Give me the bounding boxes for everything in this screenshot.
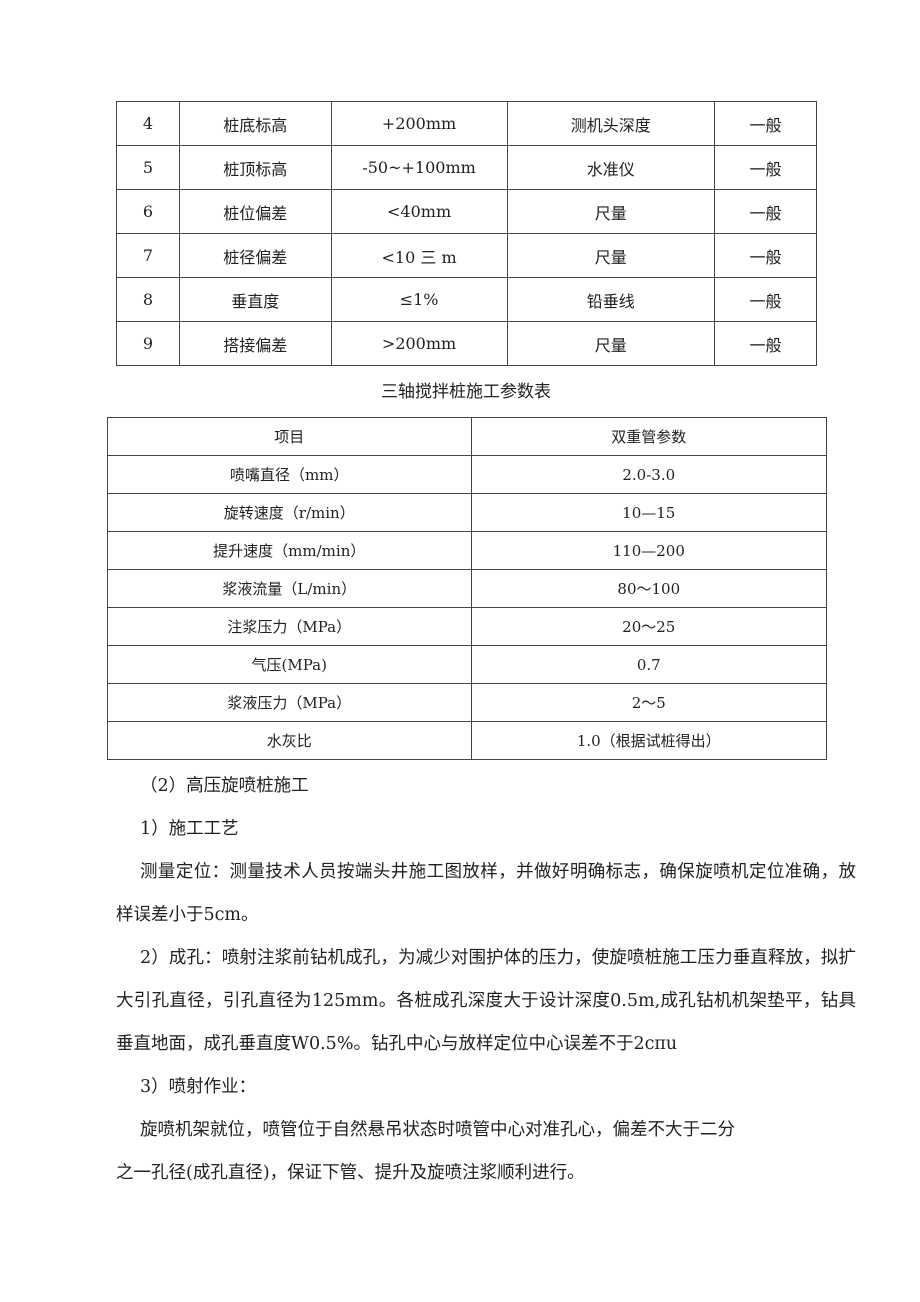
table-cell: 5 [116,145,180,190]
table-cell: 测机头深度 [506,101,716,146]
table-row: 浆液压力（MPa） 2～5 [107,683,828,722]
construction-parameter-table: 项目 双重管参数 喷嘴直径（mm） 2.0-3.0 旋转速度（r/min） 10—15… [107,417,828,760]
paragraph: 之一孔径(成孔直径)，保证下管、提升及旋喷注浆顺利进行。 [116,1163,585,1183]
body-text: （2）高压旋喷桩施工 1）施工工艺 测量定位：测量技术人员按端头井施工图放样，并… [116,765,856,1195]
table-row: 注浆压力（MPa） 20～25 [107,607,828,646]
table-cell: 一般 [714,145,817,190]
table-cell: 尺量 [506,321,716,366]
table-row: 喷嘴直径（mm） 2.0-3.0 [107,455,828,494]
table-cell: 1.0（根据试桩得出） [470,721,828,760]
table-cell: 浆液压力（MPa） [107,683,472,722]
table-cell: 旋转速度（r/min） [107,493,472,532]
table-cell: 水准仪 [506,145,716,190]
table-cell: 注浆压力（MPa） [107,607,472,646]
table-header-row: 项目 双重管参数 [107,417,828,456]
header-cell: 双重管参数 [470,417,828,456]
table-cell: 尺量 [506,233,716,278]
table-row: 7 桩径偏差 <10 三 m 尺量 一般 [116,233,817,278]
table-row: 水灰比 1.0（根据试桩得出） [107,721,828,760]
table-row: 6 桩位偏差 <40mm 尺量 一般 [116,189,817,234]
table-cell: 一般 [714,277,817,322]
table-cell: 0.7 [470,645,828,684]
table-cell: 桩位偏差 [178,189,332,234]
table-cell: 气压(MPa) [107,645,472,684]
table-cell: 垂直度 [178,277,332,322]
table-cell: 10—15 [470,493,828,532]
table-cell: 4 [116,101,180,146]
table-cell: 一般 [714,189,817,234]
table-cell: 9 [116,321,180,366]
table-cell: 一般 [714,101,817,146]
table-cell: 铅垂线 [506,277,716,322]
table-cell: 桩径偏差 [178,233,332,278]
table-cell: 80～100 [470,569,828,608]
table-cell: 8 [116,277,180,322]
table-cell: 桩顶标高 [178,145,332,190]
table-caption: 三轴搅拌桩施工参数表 [381,382,551,402]
table-cell: <10 三 m [330,233,508,278]
table-cell: 一般 [714,233,817,278]
table-cell: 桩底标高 [178,101,332,146]
table-cell: 尺量 [506,189,716,234]
paragraph: 2）成孔：喷射注浆前钻机成孔，为减少对围护体的压力，使旋喷桩施工压力垂直释放，拟… [116,948,856,1054]
table-cell: 7 [116,233,180,278]
table-row: 旋转速度（r/min） 10—15 [107,493,828,532]
table-cell: 提升速度（mm/min） [107,531,472,570]
header-cell: 项目 [107,417,472,456]
table-cell: >200mm [330,321,508,366]
subsection-heading: 1）施工工艺 [140,819,239,839]
table-cell: 110—200 [470,531,828,570]
table-row: 4 桩底标高 +200mm 测机头深度 一般 [116,101,817,146]
table-row: 8 垂直度 ≤1% 铅垂线 一般 [116,277,817,322]
table-row: 浆液流量（L/min） 80～100 [107,569,828,608]
table-cell: 2.0-3.0 [470,455,828,494]
table-cell: +200mm [330,101,508,146]
table-cell: -50~+100mm [330,145,508,190]
table-cell: 搭接偏差 [178,321,332,366]
quality-check-table: 4 桩底标高 +200mm 测机头深度 一般 5 桩顶标高 -50~+100mm 水准仪 一般 6 桩… [116,101,817,366]
paragraph: 旋喷机架就位，喷管位于自然悬吊状态时喷管中心对准孔心，偏差不大于二分 [140,1120,735,1140]
table-row: 5 桩顶标高 -50~+100mm 水准仪 一般 [116,145,817,190]
table-cell: 一般 [714,321,817,366]
table-cell: 6 [116,189,180,234]
paragraph: 测量定位：测量技术人员按端头井施工图放样，并做好明确标志，确保旋喷机定位准确，放… [116,862,856,925]
table-cell: <40mm [330,189,508,234]
table-row: 气压(MPa) 0.7 [107,645,828,684]
subsection-heading: 3）喷射作业： [140,1077,257,1097]
table-cell: 浆液流量（L/min） [107,569,472,608]
table-cell: 水灰比 [107,721,472,760]
table-cell: 20～25 [470,607,828,646]
table-cell: ≤1% [330,277,508,322]
table-cell: 喷嘴直径（mm） [107,455,472,494]
table-row: 9 搭接偏差 >200mm 尺量 一般 [116,321,817,366]
table-cell: 2～5 [470,683,828,722]
section-heading: （2）高压旋喷桩施工 [140,776,309,796]
table-row: 提升速度（mm/min） 110—200 [107,531,828,570]
